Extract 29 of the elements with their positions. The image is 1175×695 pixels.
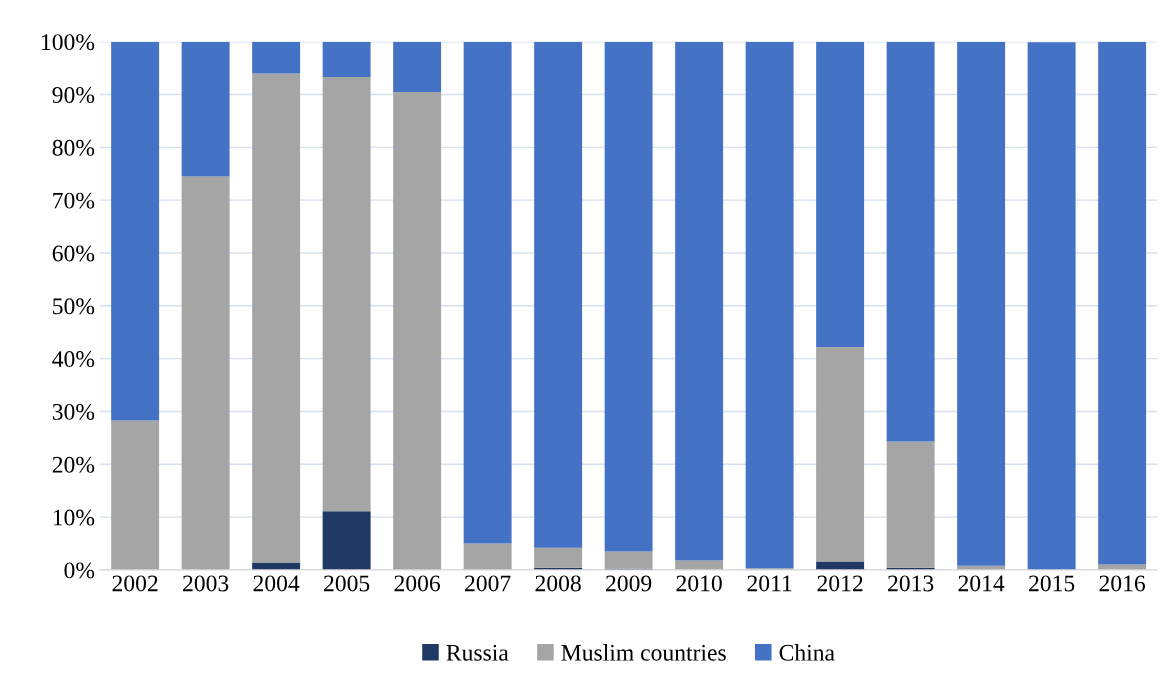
legend-label: Muslim countries xyxy=(561,644,726,661)
x-tick-label: 2015 xyxy=(1029,575,1075,592)
y-tick-label: 40% xyxy=(52,351,95,368)
x-tick-label: 2011 xyxy=(747,575,792,592)
y-tick-label: 50% xyxy=(53,298,95,315)
x-tick-label: 2004 xyxy=(253,575,300,592)
y-tick-label: 30% xyxy=(52,403,95,420)
x-tick-label: 2003 xyxy=(183,575,229,592)
x-tick-label: 2016 xyxy=(1099,575,1146,592)
y-tick-label: 90% xyxy=(52,87,95,104)
x-tick-label: 2009 xyxy=(606,575,652,592)
x-tick-label: 2013 xyxy=(888,575,934,592)
y-tick-label: 60% xyxy=(52,245,95,262)
y-tick-label: 0% xyxy=(64,562,95,579)
x-tick-label: 2005 xyxy=(324,575,370,592)
x-tick-label: 2014 xyxy=(958,575,1005,592)
y-tick-label: 100% xyxy=(42,34,95,51)
x-tick-label: 2007 xyxy=(465,575,511,592)
legend-label: Russia xyxy=(446,644,509,661)
y-tick-label: 10% xyxy=(53,509,95,526)
x-tick-label: 2006 xyxy=(394,575,441,592)
x-tick-label: 2002 xyxy=(112,575,158,592)
x-tick-label: 2008 xyxy=(535,575,581,592)
x-tick-label: 2010 xyxy=(676,575,722,592)
x-tick-label: 2012 xyxy=(817,575,863,592)
y-tick-label: 70% xyxy=(53,192,95,209)
legend-label: China xyxy=(779,644,835,661)
y-tick-label: 20% xyxy=(52,456,95,473)
y-tick-label: 80% xyxy=(52,139,95,156)
